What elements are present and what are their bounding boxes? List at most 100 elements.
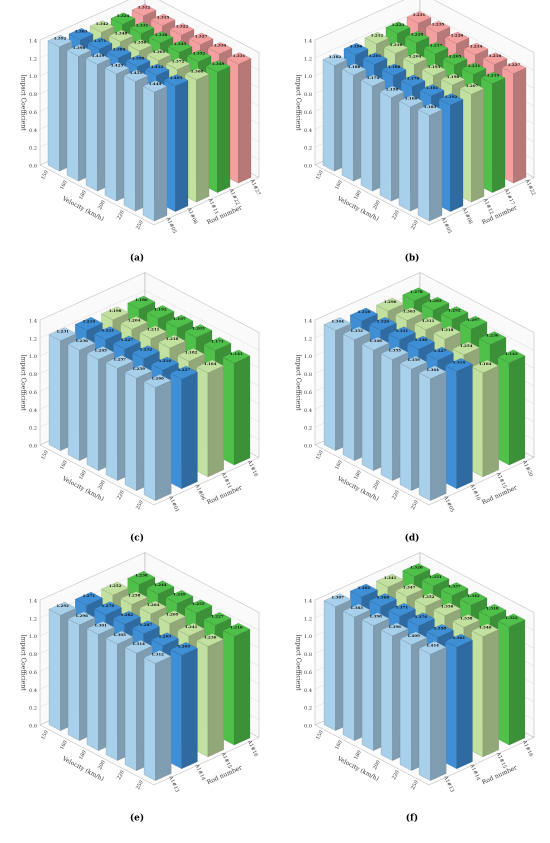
- bar: [163, 74, 189, 212]
- bar-side: [86, 353, 99, 471]
- value-label: 1.312: [138, 5, 151, 10]
- bar-top: [452, 614, 480, 628]
- value-label: 1.318: [441, 327, 454, 332]
- bar-top: [165, 590, 194, 604]
- z-tick-label: 0.6: [304, 390, 312, 396]
- grid-line: [39, 0, 260, 53]
- value-label: 1.327: [434, 348, 447, 353]
- value-label: 1.227: [508, 62, 521, 67]
- bar-top: [146, 580, 175, 595]
- value-label: 1.338: [415, 337, 428, 342]
- bar-side: [85, 58, 98, 192]
- y-axis-label: Rod number: [206, 484, 243, 506]
- grid-line: [39, 552, 260, 613]
- bar-side: [143, 657, 156, 781]
- bar-top: [478, 604, 507, 618]
- value-label: 1.358: [434, 625, 447, 630]
- z-tick-label: 0.0: [304, 164, 312, 170]
- z-axis-label: Impact Coefficient: [20, 354, 27, 411]
- bar-side: [238, 58, 252, 184]
- grid-line: [39, 272, 260, 333]
- z-tick-label: 0.8: [29, 372, 37, 378]
- bar-top: [129, 21, 155, 34]
- bar-top: [369, 593, 397, 607]
- value-label: 1.356: [134, 40, 147, 45]
- bar-top: [132, 345, 160, 359]
- x-tick-label: 150: [40, 450, 50, 461]
- x-tick-label: 150: [40, 170, 50, 181]
- y-tick-label: A1#06: [193, 482, 206, 501]
- bar-side: [196, 74, 210, 203]
- bar-side: [155, 380, 172, 501]
- z-tick-label: 0.6: [304, 110, 312, 116]
- value-label: 1.292: [448, 308, 461, 313]
- bar-top: [421, 572, 450, 587]
- y-tick-label: A1#11: [206, 196, 219, 215]
- bar: [459, 82, 485, 203]
- value-label: 1.203: [192, 326, 205, 331]
- x-tick-label: 160: [59, 740, 69, 751]
- bar: [196, 359, 224, 478]
- z-tick-label: 0.4: [304, 408, 312, 414]
- bar-top: [167, 40, 193, 53]
- value-label: 1.356: [441, 604, 454, 609]
- bar-top: [388, 326, 416, 341]
- bar-top: [120, 316, 148, 330]
- x-tick-label: 250: [135, 500, 145, 511]
- value-label: 1.164: [204, 361, 217, 366]
- z-tick-label: 0.0: [29, 444, 37, 450]
- x-tick-label: 180: [78, 190, 88, 201]
- value-label: 1.236: [204, 634, 217, 639]
- bar-top: [48, 602, 77, 616]
- bar: [170, 642, 198, 769]
- bar-top: [125, 54, 151, 67]
- y-tick-label: A1#05: [164, 215, 177, 234]
- value-label: 1.368: [377, 595, 390, 600]
- z-tick-label: 0.4: [29, 688, 37, 694]
- value-label: 1.409: [407, 633, 420, 638]
- bar-side: [482, 629, 499, 758]
- value-label: 1.338: [155, 32, 168, 37]
- bar-side: [207, 365, 224, 478]
- value-label: 1.348: [115, 30, 128, 35]
- value-label: 1.192: [445, 94, 458, 99]
- bar-side: [47, 40, 60, 172]
- bar-side: [399, 638, 412, 771]
- value-label: 1.282: [121, 612, 134, 617]
- bar-top: [361, 612, 390, 626]
- bar-top: [497, 613, 526, 628]
- grid-line: [314, 272, 535, 333]
- bar-top: [402, 563, 431, 577]
- value-label: 1.218: [166, 336, 179, 341]
- bar-side: [234, 629, 251, 746]
- x-tick-label: 180: [78, 470, 88, 481]
- y-axis-label: Rod number: [206, 764, 243, 786]
- bar: [497, 613, 526, 746]
- bar-side: [155, 656, 172, 781]
- bar-top: [143, 650, 172, 664]
- value-label: 1.143: [505, 351, 518, 356]
- value-label: 1.398: [132, 55, 145, 60]
- bar-top: [123, 69, 149, 82]
- bar-top: [48, 327, 77, 341]
- value-label: 1.265: [159, 634, 172, 639]
- value-label: 1.352: [350, 328, 363, 333]
- bar-top: [350, 583, 378, 598]
- z-tick-label: 0.8: [29, 652, 37, 658]
- value-label: 1.221: [102, 328, 115, 333]
- z-tick-label: 0.0: [29, 164, 37, 170]
- y-tick-label: A1#16: [521, 739, 534, 758]
- value-label: 1.341: [384, 575, 397, 580]
- value-label: 1.368: [191, 69, 204, 74]
- value-label: 1.276: [102, 603, 115, 608]
- y-tick-label: A1#08: [460, 206, 473, 225]
- value-label: 1.303: [403, 308, 416, 313]
- value-label: 1.318: [358, 309, 371, 314]
- bar-top: [170, 642, 198, 656]
- z-tick-label: 0.4: [304, 688, 312, 694]
- value-label: 1.324: [117, 13, 130, 18]
- bar-side: [361, 344, 374, 471]
- value-label: 1.352: [422, 594, 435, 599]
- bar-top: [445, 358, 473, 372]
- value-label: 1.227: [211, 613, 224, 618]
